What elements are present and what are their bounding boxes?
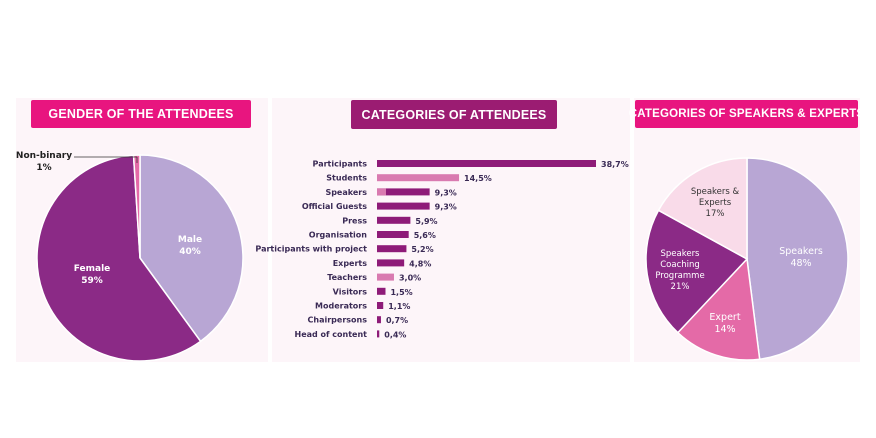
speakers-label-0-0: Speakers bbox=[779, 246, 823, 257]
attendees-chart-title: CATEGORIES OF ATTENDEES bbox=[351, 100, 557, 129]
gender-label-0-0: Male bbox=[178, 235, 202, 245]
bar-value-7: 4,8% bbox=[409, 259, 431, 268]
attendees-panel-background bbox=[272, 98, 630, 362]
bar-official-guests bbox=[377, 202, 430, 210]
speakers-value-3: 17% bbox=[706, 209, 725, 219]
bar-category-4: Press bbox=[342, 216, 367, 225]
bar-experts bbox=[377, 259, 405, 267]
bar-value-6: 5,2% bbox=[411, 245, 433, 254]
speakers-label-2-2: Programme bbox=[655, 271, 704, 281]
bar-category-6: Participants with project bbox=[255, 245, 367, 254]
gender-slice-male bbox=[139, 154, 244, 343]
bar-category-5: Organisation bbox=[309, 231, 368, 240]
bar-category-0: Participants bbox=[313, 160, 368, 169]
speakers-slice-speakers-experts bbox=[657, 157, 748, 261]
speakers-label-2-0: Speakers bbox=[660, 249, 700, 259]
non-binary-value: 1% bbox=[36, 163, 51, 173]
bar-category-10: Moderators bbox=[315, 302, 367, 311]
speakers-label-1-0: Expert bbox=[709, 312, 740, 323]
bar-category-1: Students bbox=[326, 174, 367, 183]
bar-value-2: 9,3% bbox=[435, 188, 457, 197]
speakers-value-0: 48% bbox=[790, 258, 811, 269]
gender-value-0: 40% bbox=[179, 247, 201, 257]
bar-category-12: Head of content bbox=[295, 330, 368, 339]
gender-slice-non-binary bbox=[132, 154, 141, 259]
bar-value-3: 9,3% bbox=[435, 203, 457, 212]
bar-value-4: 5,9% bbox=[415, 217, 437, 226]
bar-value-9: 1,5% bbox=[390, 288, 412, 297]
bar-participants-with-project bbox=[377, 245, 407, 253]
bar-value-10: 1,1% bbox=[388, 302, 410, 311]
gender-slice-female bbox=[36, 154, 202, 362]
bar-category-3: Official Guests bbox=[302, 202, 367, 211]
bar-teachers bbox=[377, 273, 394, 281]
speakers-label-3-0: Speakers & bbox=[691, 187, 740, 197]
bar-value-0: 38,7% bbox=[601, 160, 629, 169]
bar-category-9: Visitors bbox=[333, 287, 368, 296]
bar-value-1: 14,5% bbox=[464, 174, 492, 183]
speakers-chart-title: CATEGORIES OF SPEAKERS & EXPERTS bbox=[629, 100, 864, 128]
non-binary-label: Non-binary bbox=[16, 151, 72, 161]
bar-visitors bbox=[377, 287, 386, 295]
bar-moderators bbox=[377, 302, 384, 309]
bar-value-8: 3,0% bbox=[399, 274, 421, 283]
bar-value-12: 0,4% bbox=[384, 330, 406, 339]
bar-students bbox=[377, 174, 460, 182]
gender-value-1: 59% bbox=[81, 276, 103, 286]
bar-speakers-accent bbox=[377, 188, 386, 196]
speakers-value-2: 21% bbox=[671, 282, 690, 292]
bar-category-8: Teachers bbox=[327, 273, 367, 282]
gender-chart-title: GENDER OF THE ATTENDEES bbox=[31, 100, 251, 128]
bar-category-7: Experts bbox=[333, 259, 368, 268]
bar-speakers bbox=[377, 188, 430, 196]
bar-category-11: Chairpersons bbox=[308, 316, 368, 325]
speakers-slice-speakers bbox=[746, 157, 849, 361]
speakers-slice-expert bbox=[676, 257, 761, 361]
bar-chairpersons bbox=[377, 316, 381, 324]
bar-press bbox=[377, 216, 411, 224]
bar-value-11: 0,7% bbox=[386, 316, 408, 325]
bar-category-2: Speakers bbox=[325, 188, 367, 197]
speakers-value-1: 14% bbox=[714, 324, 735, 335]
speakers-label-3-1: Experts bbox=[699, 198, 732, 208]
bar-organisation bbox=[377, 231, 409, 238]
speakers-label-2-1: Coaching bbox=[660, 260, 700, 270]
bar-participants bbox=[377, 160, 596, 167]
speakers-slice-speakers-coaching-programme bbox=[645, 209, 749, 334]
bar-value-5: 5,6% bbox=[414, 231, 436, 240]
bar-head-of-content bbox=[377, 330, 380, 338]
gender-label-1-0: Female bbox=[74, 264, 111, 274]
